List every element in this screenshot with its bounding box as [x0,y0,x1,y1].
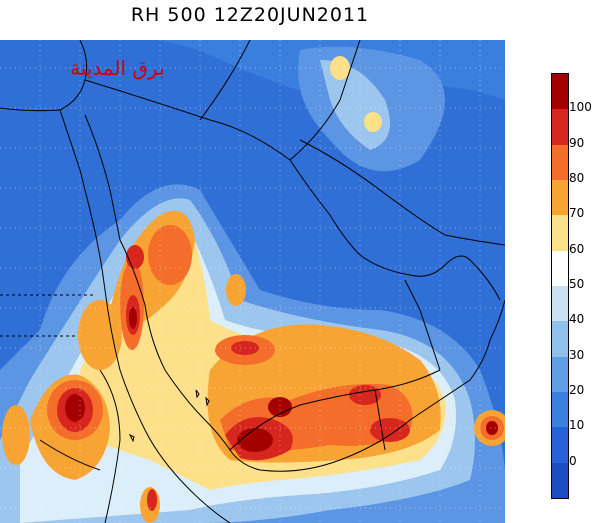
colorbar [551,73,569,499]
field-darkred-sudan [65,394,85,422]
field-orange-spot-central [226,274,246,306]
colorbar-segment [552,286,568,322]
field-darkred-yemen-north [268,397,292,417]
map-canvas [0,40,505,523]
colorbar-segment [552,427,568,464]
colorbar-tick-label: 30 [569,347,585,362]
field-darkred-red-sea [129,307,137,329]
field-darkred-yemen [237,428,273,452]
colorbar-tick-label: 10 [569,418,585,433]
colorbar-segment [552,321,568,358]
colorbar-segment [552,356,568,393]
colorbar-segment [552,74,568,110]
field-north-spot-1 [330,56,350,80]
field-north-spot-2 [364,112,382,132]
field-red-asir [231,341,259,355]
colorbar-segment [552,215,568,252]
colorbar-segment [552,109,568,146]
field-darkred-east [486,421,498,435]
colorbar-segment [552,144,568,181]
graticule [0,40,505,523]
colorbar-segment [552,180,568,216]
colorbar-tick-label: 40 [569,312,585,327]
colorbar-tick-label: 50 [569,277,585,291]
colorbar-tick-label: 70 [569,206,585,221]
colorbar-tick-label: 80 [569,171,585,185]
coastlines-borders [0,40,505,523]
field-red-yemen-east [370,418,410,442]
colorbar-tick-label: 0 [569,453,577,468]
field-orange-egypt-red-sea [78,300,122,370]
colorbar-tick-label: 90 [569,135,585,150]
rh-map [0,40,505,523]
map-title: RH 500 12Z20JUN2011 [130,4,370,26]
colorbar-segment [552,462,568,499]
colorbar-tick-label: 100 [569,100,592,115]
colorbar-segment [552,392,568,428]
field-orange-west-edge [2,405,30,465]
field-darkorange-hejaz [148,225,192,285]
field-red-hejaz [126,245,144,269]
colorbar-tick-label: 60 [569,241,585,256]
watermark-logo: برق المدينة [70,56,165,80]
field-red-south [147,489,157,511]
colorbar-segment [552,250,568,287]
colorbar-tick-label: 20 [569,383,585,397]
